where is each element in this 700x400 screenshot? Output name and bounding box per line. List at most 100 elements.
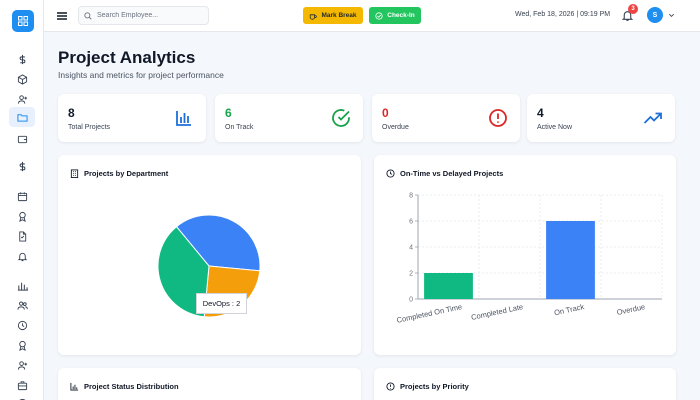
bar-chart: 0 2 4 6 8 Completed On Time Completed Late On T… [396, 193, 663, 325]
sidebar-item-assets[interactable] [13, 70, 31, 88]
y-tick-label: 0 [409, 297, 413, 304]
card-title: Projects by Priority [386, 382, 469, 391]
stat-card-total-projects: 8 Total Projects [58, 94, 206, 142]
search-box[interactable] [78, 6, 209, 25]
stat-value: 4 [537, 106, 544, 120]
user-plus-icon [17, 94, 27, 104]
mark-break-label: Mark Break [321, 12, 357, 19]
sidebar-item-team[interactable] [13, 296, 31, 314]
card-title-text: On-Time vs Delayed Projects [400, 169, 504, 178]
chevron-down-icon[interactable] [668, 12, 675, 19]
x-tick-label: On Track [553, 302, 585, 317]
sidebar-item-attendance[interactable] [13, 316, 31, 334]
briefcase-icon [17, 380, 27, 390]
award-icon [18, 211, 26, 222]
card-title-text: Project Status Distribution [84, 382, 179, 391]
page-title: Project Analytics [58, 48, 196, 67]
search-icon [84, 11, 92, 20]
page-subtitle: Insights and metrics for project perform… [58, 70, 224, 80]
x-tick-label: Overdue [616, 302, 646, 317]
x-tick-label: Completed On Time [396, 302, 463, 325]
stat-label: Overdue [382, 124, 409, 131]
stat-label: Total Projects [68, 124, 111, 131]
search-input[interactable] [97, 12, 197, 19]
card-project-status-distribution: Project Status Distribution [58, 368, 361, 400]
current-datetime: Wed, Feb 18, 2026 | 09:19 PM [515, 11, 611, 18]
notification-badge: 3 [628, 4, 638, 14]
pie-tooltip: DevOps : 2 [196, 293, 247, 314]
users-icon [16, 301, 28, 310]
pie-chart [157, 214, 261, 318]
card-title: On-Time vs Delayed Projects [386, 169, 503, 178]
check-circle-icon [332, 109, 350, 127]
avatar[interactable]: S [647, 7, 663, 23]
y-tick-label: 2 [409, 271, 413, 278]
stat-card-overdue: 0 Overdue [372, 94, 520, 142]
card-on-time-vs-delayed: On-Time vs Delayed Projects 0 2 4 6 8 Complet… [374, 155, 676, 355]
menu-icon[interactable] [56, 10, 68, 22]
alert-circle-icon [386, 382, 395, 391]
card-title: Projects by Department [70, 169, 168, 178]
wallet-icon [17, 135, 27, 143]
box-icon [17, 73, 27, 85]
card-projects-by-department: Projects by Department [58, 155, 361, 355]
check-in-button[interactable]: Check-In [369, 7, 421, 24]
bar[interactable] [546, 221, 595, 299]
sidebar-item-payroll[interactable] [13, 50, 31, 68]
stat-label: On Track [225, 124, 254, 131]
stat-value: 6 [225, 106, 232, 120]
x-tick-label: Completed Late [470, 302, 524, 322]
dollar-icon [19, 161, 25, 171]
sidebar-item-awards[interactable] [13, 207, 31, 225]
stat-label: Active Now [537, 124, 573, 131]
award-icon [18, 340, 26, 351]
app-logo[interactable] [12, 10, 34, 32]
sidebar-item-recognition[interactable] [13, 336, 31, 354]
y-tick-label: 6 [409, 219, 413, 226]
bar-chart-icon [17, 282, 28, 291]
bar[interactable] [424, 273, 473, 299]
mark-break-button[interactable]: Mark Break [303, 7, 363, 24]
card-title-text: Projects by Department [84, 169, 169, 178]
y-tick-label: 4 [409, 245, 413, 252]
bar-chart-icon [176, 111, 191, 126]
sidebar-item-users[interactable] [13, 90, 31, 108]
card-title-text: Projects by Priority [400, 382, 469, 391]
sidebar-item-notifications[interactable] [13, 247, 31, 265]
calendar-icon [17, 191, 27, 201]
grid-icon [18, 16, 28, 26]
sidebar-item-expenses[interactable] [13, 157, 31, 175]
dollar-icon [19, 54, 25, 64]
folder-icon [16, 113, 28, 122]
alert-circle-icon [489, 109, 507, 127]
stat-card-on-track: 6 On Track [215, 94, 363, 142]
stat-value: 0 [382, 106, 389, 120]
top-header: Mark Break Check-In Wed, Feb 18, 2026 | … [44, 0, 700, 32]
sidebar-item-jobs[interactable] [13, 376, 31, 394]
card-projects-by-priority: Projects by Priority [374, 368, 676, 400]
sidebar-item-reports[interactable] [13, 276, 31, 294]
y-tick-label: 8 [409, 193, 413, 200]
bar-chart-icon [70, 382, 79, 391]
trending-up-icon [643, 112, 662, 124]
sidebar-item-documents[interactable] [13, 227, 31, 245]
sidebar-item-projects[interactable] [9, 107, 35, 127]
stat-card-active-now: 4 Active Now [527, 94, 675, 142]
sidebar-item-wallet[interactable] [13, 130, 31, 148]
building-icon [70, 169, 79, 178]
sidebar-item-calendar[interactable] [13, 187, 31, 205]
sidebar-item-onboarding[interactable] [13, 356, 31, 374]
clock-icon [17, 320, 27, 330]
sidebar-item-more[interactable] [13, 394, 31, 400]
file-icon [18, 230, 26, 242]
card-title: Project Status Distribution [70, 382, 179, 391]
stat-value: 8 [68, 106, 75, 120]
coffee-icon [310, 13, 318, 20]
bell-icon [17, 252, 27, 261]
check-in-label: Check-In [387, 12, 415, 19]
clock-icon [386, 169, 395, 178]
pie-slice-0[interactable] [175, 214, 261, 272]
check-circle-icon [375, 11, 383, 20]
sidebar [0, 0, 44, 400]
circle-icon [18, 398, 26, 400]
